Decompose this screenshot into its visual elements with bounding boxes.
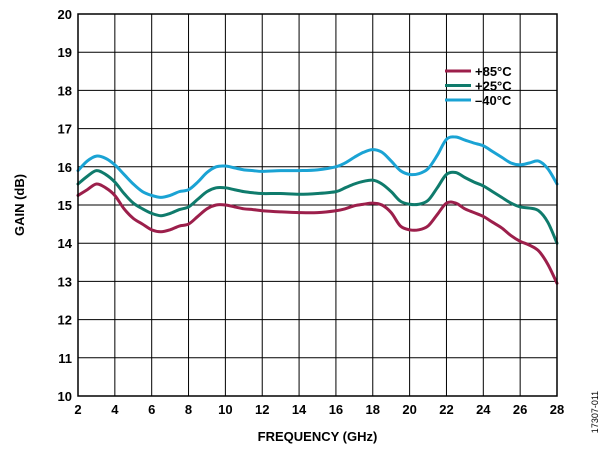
legend: +85°C+25°C–40°C [445, 64, 512, 108]
x-tick-label: 28 [550, 402, 564, 417]
series-line [78, 171, 557, 244]
x-tick-labels: 2 4 6 8 10 12 14 16 18 20 22 24 26 28 [74, 402, 564, 417]
y-tick-label: 11 [58, 351, 72, 366]
series-line [78, 184, 557, 283]
y-tick-label: 19 [58, 45, 72, 60]
x-tick-label: 20 [402, 402, 416, 417]
x-tick-label: 18 [366, 402, 380, 417]
x-tick-label: 26 [513, 402, 527, 417]
legend-label: +85°C [475, 64, 512, 79]
x-tick-label: 14 [292, 402, 307, 417]
y-tick-label: 17 [58, 122, 72, 137]
y-tick-label: 14 [58, 236, 73, 251]
y-tick-label: 12 [58, 313, 72, 328]
x-tick-label: 6 [148, 402, 155, 417]
y-tick-label: 16 [58, 160, 72, 175]
y-tick-label: 15 [58, 198, 72, 213]
x-axis-label: FREQUENCY (GHz) [258, 429, 378, 444]
y-tick-label: 13 [58, 274, 72, 289]
x-tick-label: 24 [476, 402, 491, 417]
x-tick-label: 8 [185, 402, 192, 417]
x-tick-label: 16 [329, 402, 343, 417]
x-tick-label: 12 [255, 402, 269, 417]
y-tick-label: 10 [58, 389, 72, 404]
legend-label: –40°C [475, 93, 512, 108]
x-tick-label: 22 [439, 402, 453, 417]
series-lines [78, 137, 557, 283]
figure-id: 17307-011 [590, 391, 600, 433]
x-tick-label: 4 [111, 402, 119, 417]
y-tick-label: 20 [58, 7, 72, 22]
x-tick-label: 2 [74, 402, 81, 417]
legend-label: +25°C [475, 79, 512, 94]
x-tick-label: 10 [218, 402, 232, 417]
y-axis-label: GAIN (dB) [12, 174, 27, 236]
y-tick-labels: 10 11 12 13 14 15 16 17 18 19 20 [58, 7, 73, 404]
y-tick-label: 18 [58, 83, 72, 98]
